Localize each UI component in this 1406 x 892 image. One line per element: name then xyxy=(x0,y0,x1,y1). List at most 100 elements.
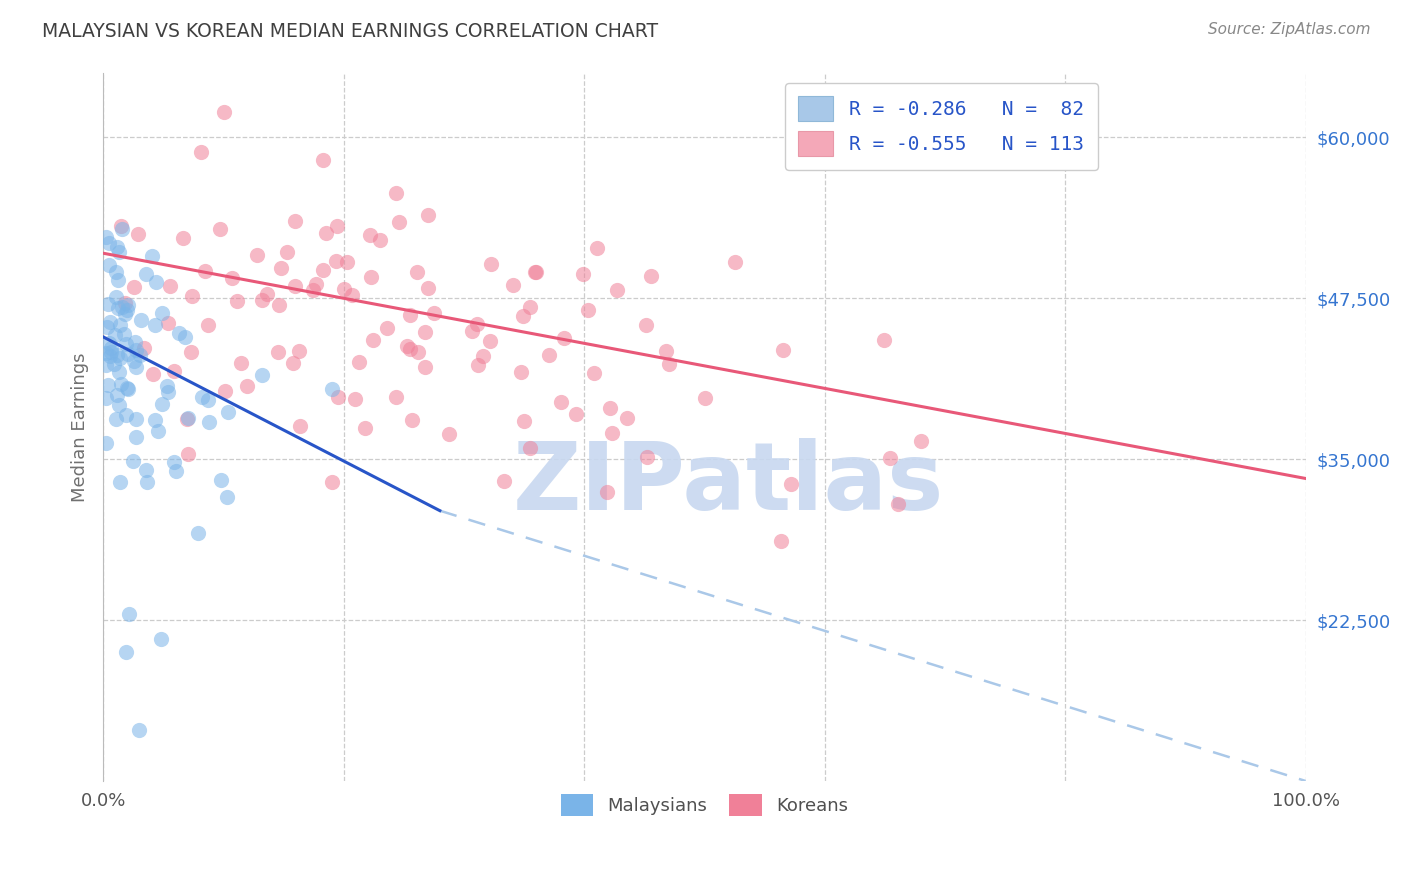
Point xyxy=(387,215,409,229)
Point xyxy=(129,348,152,362)
Point xyxy=(215,490,238,504)
Point xyxy=(145,275,167,289)
Point xyxy=(340,287,363,301)
Point xyxy=(125,343,148,357)
Point xyxy=(276,244,298,259)
Point xyxy=(100,344,122,359)
Point xyxy=(108,475,131,489)
Point xyxy=(157,317,180,331)
Point xyxy=(165,464,187,478)
Point xyxy=(315,226,337,240)
Point xyxy=(406,265,429,279)
Point xyxy=(98,236,121,251)
Point xyxy=(115,336,138,351)
Point xyxy=(396,339,419,353)
Point xyxy=(343,392,366,407)
Point xyxy=(162,364,184,378)
Point xyxy=(406,345,429,359)
Point xyxy=(246,248,269,262)
Point xyxy=(143,413,166,427)
Point xyxy=(399,342,422,356)
Point xyxy=(479,257,502,271)
Point xyxy=(267,297,290,311)
Point xyxy=(104,265,127,279)
Point xyxy=(209,222,232,236)
Point xyxy=(336,255,359,269)
Point xyxy=(416,208,439,222)
Point xyxy=(150,396,173,410)
Point xyxy=(693,391,716,405)
Point xyxy=(104,290,127,304)
Point xyxy=(565,407,588,421)
Point xyxy=(596,485,619,500)
Point xyxy=(465,317,488,331)
Point xyxy=(270,260,292,275)
Point xyxy=(187,525,209,540)
Point xyxy=(226,293,249,308)
Text: ZIPatlas: ZIPatlas xyxy=(513,438,943,530)
Point xyxy=(94,359,117,373)
Point xyxy=(129,312,152,326)
Point xyxy=(94,392,117,406)
Point xyxy=(107,301,129,315)
Point xyxy=(174,329,197,343)
Point xyxy=(288,343,311,358)
Point xyxy=(368,233,391,247)
Point xyxy=(471,349,494,363)
Point xyxy=(524,265,547,279)
Point xyxy=(94,345,117,359)
Point xyxy=(105,240,128,254)
Point xyxy=(724,255,747,269)
Point xyxy=(311,153,333,167)
Point xyxy=(143,318,166,332)
Point xyxy=(142,367,165,381)
Point xyxy=(110,219,132,233)
Point xyxy=(190,145,212,159)
Point xyxy=(399,308,422,322)
Point xyxy=(177,410,200,425)
Point xyxy=(149,632,172,647)
Point xyxy=(112,326,135,341)
Point xyxy=(321,382,343,396)
Point xyxy=(97,377,120,392)
Point xyxy=(572,267,595,281)
Point xyxy=(636,450,658,464)
Point xyxy=(385,391,408,405)
Point xyxy=(150,306,173,320)
Point xyxy=(326,390,349,404)
Point xyxy=(304,277,326,292)
Point xyxy=(146,425,169,439)
Text: Source: ZipAtlas.com: Source: ZipAtlas.com xyxy=(1208,22,1371,37)
Point xyxy=(321,475,343,489)
Point xyxy=(111,300,134,314)
Point xyxy=(110,377,132,392)
Point xyxy=(413,325,436,339)
Point xyxy=(887,497,910,511)
Point xyxy=(172,230,194,244)
Point xyxy=(538,348,561,362)
Point xyxy=(191,390,214,404)
Point xyxy=(586,241,609,255)
Point xyxy=(117,298,139,312)
Point xyxy=(115,302,138,317)
Point xyxy=(606,283,628,297)
Point xyxy=(115,408,138,422)
Point xyxy=(194,263,217,277)
Point xyxy=(94,229,117,244)
Point xyxy=(354,421,377,435)
Point xyxy=(250,293,273,307)
Point xyxy=(180,344,202,359)
Point xyxy=(401,413,423,427)
Point xyxy=(117,382,139,396)
Point xyxy=(214,384,236,399)
Point xyxy=(122,280,145,294)
Point xyxy=(159,279,181,293)
Point xyxy=(122,354,145,368)
Point xyxy=(156,379,179,393)
Point xyxy=(437,427,460,442)
Point xyxy=(492,474,515,488)
Point xyxy=(770,533,793,548)
Point xyxy=(640,269,662,284)
Point xyxy=(98,349,121,363)
Point xyxy=(879,451,901,466)
